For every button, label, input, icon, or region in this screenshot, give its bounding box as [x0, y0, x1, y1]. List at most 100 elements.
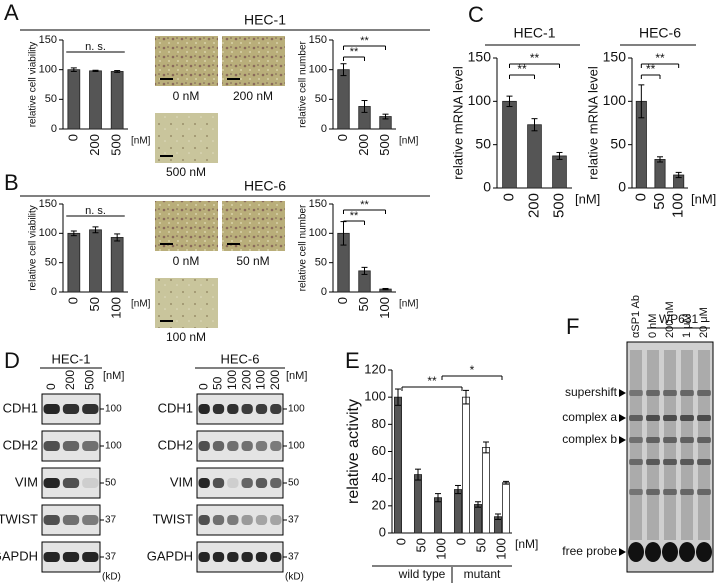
x-tick-label: 200	[87, 134, 102, 156]
x-tick-label: 0	[393, 538, 408, 545]
bar	[473, 504, 482, 534]
panel-label: D	[4, 348, 20, 373]
blot-band	[43, 552, 60, 562]
blot-band	[270, 515, 282, 525]
error-bar	[70, 67, 77, 72]
gel-smear	[664, 350, 676, 540]
gel	[626, 341, 714, 573]
y-axis-label: relative cell number	[298, 40, 309, 127]
blot-band	[270, 552, 282, 562]
x-tick-label: 50	[413, 538, 428, 552]
gel-band	[646, 415, 660, 421]
gel-band	[680, 489, 694, 495]
blot-band	[198, 404, 210, 414]
image-label: 0 nM	[173, 89, 200, 103]
y-tick-label: 0	[321, 123, 327, 135]
y-tick-label: 100	[468, 92, 492, 108]
error-bar	[382, 287, 389, 291]
blot-strip	[196, 430, 284, 462]
gel-band	[697, 390, 711, 396]
band-label: supershift	[565, 385, 618, 399]
gel-band	[680, 415, 694, 421]
x-tick-label: 500	[377, 134, 392, 156]
blot-band	[227, 552, 239, 562]
y-tick-label: 20	[372, 497, 386, 512]
group-label: mutant	[464, 567, 501, 581]
bar	[337, 69, 350, 130]
blot-band	[212, 552, 225, 562]
blot-band	[241, 441, 253, 451]
y-tick-label: 0	[51, 123, 57, 135]
marker-label: 100	[288, 441, 305, 452]
gel-band	[646, 489, 660, 495]
blot-band	[62, 441, 80, 451]
x-tick-label: 0	[335, 297, 350, 304]
unit-label: [nM]	[131, 136, 151, 147]
image-label: 0 nM	[173, 254, 200, 268]
blot-strip	[196, 393, 284, 425]
gel-band	[629, 459, 643, 465]
y-tick-label: 100	[39, 227, 57, 239]
blot-band	[241, 478, 253, 488]
error-bar	[675, 171, 682, 179]
lane-label: 200	[63, 370, 77, 390]
significance-label: **	[360, 35, 369, 47]
marker-label: 37	[105, 515, 117, 526]
unit-label: [nM]	[399, 136, 419, 147]
lane-label: 200	[268, 370, 282, 390]
marker-unit: (kD)	[285, 572, 304, 583]
micrograph	[155, 201, 218, 251]
protein-label: VIM	[15, 474, 38, 489]
gel-band	[663, 437, 677, 443]
panel-label: F	[566, 314, 579, 339]
x-tick-label: 100	[109, 297, 124, 319]
significance-label: **	[350, 210, 359, 222]
blot-band	[212, 441, 225, 451]
image-label: 200 nM	[233, 89, 273, 103]
panel-label: E	[345, 348, 360, 373]
micrograph	[222, 36, 285, 86]
band-arrow	[619, 389, 626, 397]
lane-label: 0	[196, 383, 210, 390]
error-bar	[92, 69, 99, 72]
blot-band	[43, 441, 60, 451]
protein-label: GAPDH	[147, 548, 193, 563]
unit-label: [nM]	[515, 537, 538, 551]
y-axis-label: relative mRNA level	[585, 66, 600, 180]
marker-label: 37	[288, 515, 300, 526]
band-arrow	[619, 436, 626, 444]
x-tick-label: 100	[433, 538, 448, 560]
y-axis-label: relative mRNA level	[450, 66, 465, 180]
gel-band	[663, 489, 677, 495]
bar	[654, 158, 666, 189]
error-bar	[556, 151, 563, 160]
bar	[110, 71, 124, 130]
blot-band	[62, 552, 80, 562]
gel-band	[646, 459, 660, 465]
y-tick-label: 150	[39, 198, 57, 210]
lane-label: 100	[225, 370, 239, 390]
band-label: complex b	[562, 432, 617, 446]
image-label: 100 nM	[166, 330, 206, 344]
blot-band	[43, 404, 60, 414]
bar	[89, 229, 102, 293]
y-tick-label: 0	[483, 179, 491, 195]
marker-label: 37	[105, 552, 117, 563]
y-tick-label: 100	[309, 227, 327, 239]
error-bar	[638, 84, 645, 119]
band-arrow	[619, 414, 626, 422]
y-tick-label: 100	[603, 92, 627, 108]
x-tick-label: 0	[65, 134, 80, 141]
free-probe-band	[679, 542, 695, 562]
y-tick-label: 0	[379, 524, 386, 539]
gel-band	[629, 415, 643, 421]
x-tick-label: 0	[65, 297, 80, 304]
y-tick-label: 0	[618, 179, 626, 195]
x-tick-label: 500	[550, 193, 567, 218]
x-tick-label: 0	[335, 134, 350, 141]
gel-band	[629, 390, 643, 396]
free-probe-band	[628, 542, 644, 562]
y-tick-label: 0	[51, 286, 57, 298]
significance-label: n. s.	[85, 41, 106, 53]
blot-title: HEC-6	[220, 351, 259, 366]
